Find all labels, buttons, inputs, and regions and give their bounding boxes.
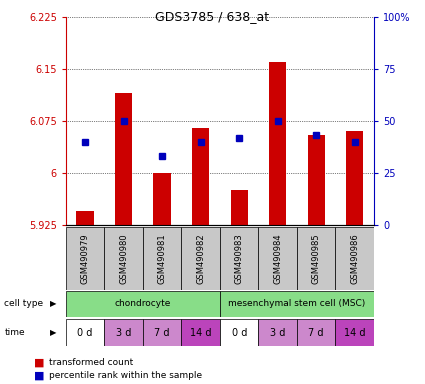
Text: 14 d: 14 d (344, 328, 366, 338)
Text: 14 d: 14 d (190, 328, 211, 338)
Bar (66, 319, 105, 346)
Bar (143, 319, 181, 346)
Text: 0 d: 0 d (232, 328, 247, 338)
Text: GSM490985: GSM490985 (312, 233, 321, 283)
Bar (105, 319, 143, 346)
Bar (153, 173, 171, 225)
Bar (258, 227, 297, 290)
Text: 3 d: 3 d (116, 328, 131, 338)
Bar (66, 291, 220, 317)
Bar (335, 319, 374, 346)
Text: 0 d: 0 d (77, 328, 93, 338)
Bar (181, 319, 220, 346)
Text: chondrocyte: chondrocyte (115, 299, 171, 308)
Text: ▶: ▶ (50, 328, 57, 337)
Bar (76, 211, 94, 225)
Bar (220, 227, 258, 290)
Bar (115, 93, 132, 225)
Bar (297, 319, 335, 346)
Text: ▶: ▶ (50, 299, 57, 308)
Text: GSM490983: GSM490983 (235, 233, 244, 284)
Bar (308, 135, 325, 225)
Bar (269, 62, 286, 225)
Bar (192, 128, 210, 225)
Bar (230, 190, 248, 225)
Bar (346, 131, 363, 225)
Text: GDS3785 / 638_at: GDS3785 / 638_at (156, 10, 269, 23)
Text: 3 d: 3 d (270, 328, 286, 338)
Text: GSM490986: GSM490986 (350, 233, 359, 284)
Text: percentile rank within the sample: percentile rank within the sample (49, 371, 202, 380)
Text: GSM490980: GSM490980 (119, 233, 128, 283)
Text: cell type: cell type (4, 299, 43, 308)
Text: transformed count: transformed count (49, 358, 133, 367)
Text: GSM490982: GSM490982 (196, 233, 205, 283)
Bar (297, 227, 335, 290)
Text: GSM490984: GSM490984 (273, 233, 282, 283)
Text: 7 d: 7 d (154, 328, 170, 338)
Text: time: time (4, 328, 25, 337)
Bar (335, 227, 374, 290)
Bar (220, 319, 258, 346)
Text: ■: ■ (34, 358, 45, 368)
Text: GSM490981: GSM490981 (158, 233, 167, 283)
Text: ■: ■ (34, 371, 45, 381)
Bar (181, 227, 220, 290)
Bar (105, 227, 143, 290)
Bar (66, 227, 105, 290)
Text: 7 d: 7 d (309, 328, 324, 338)
Text: mesenchymal stem cell (MSC): mesenchymal stem cell (MSC) (228, 299, 366, 308)
Bar (258, 319, 297, 346)
Bar (143, 227, 181, 290)
Text: GSM490979: GSM490979 (81, 233, 90, 283)
Bar (220, 291, 374, 317)
